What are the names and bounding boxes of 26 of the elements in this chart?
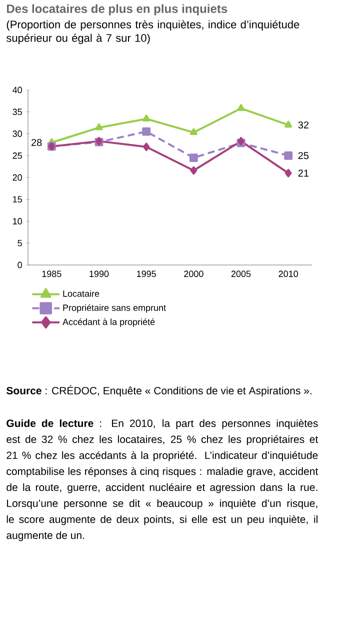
chart-subtitle: (Proportion de personnes très inquiètes, indice d’inquiétude supérieur ou égal à 7 sur 10) <box>6 20 300 44</box>
legend-label: Accédant à la propriété <box>62 318 155 327</box>
x-tick-label: 2010 <box>278 270 298 278</box>
y-tick-label: 10 <box>13 218 22 224</box>
y-tick-label: 5 <box>18 240 22 246</box>
y-tick-label: 20 <box>12 174 22 181</box>
y-tick-label: 35 <box>12 108 22 116</box>
text: Source : CRÉDOC, Enquête « Conditions de vie et Aspirations ». <box>6 385 312 396</box>
x-tick-label: 2000 <box>184 270 204 278</box>
y-tick-label: 0 <box>18 262 22 268</box>
y-tick-label: 15 <box>13 196 22 203</box>
y-tick-label: 25 <box>12 152 22 159</box>
chart-title: Des locataires de plus en plus inquiets <box>7 4 228 16</box>
data-label: 25 <box>298 152 309 160</box>
x-tick-label: 1990 <box>90 270 109 278</box>
legend-label: Locataire <box>63 290 100 297</box>
y-tick-label: 40 <box>12 86 22 94</box>
data-label: 28 <box>32 138 42 146</box>
data-label: 32 <box>298 121 308 129</box>
legend-label: Propriétaire sans emprunt <box>63 304 166 313</box>
x-tick-label: 1985 <box>42 270 62 278</box>
y-tick-label: 30 <box>12 130 22 137</box>
x-tick-label: 1995 <box>137 270 156 278</box>
x-tick-label: 2005 <box>231 270 251 278</box>
text: Guide de lecture : En 2010, la part des personnes inquiètes est de 32 % chez les locataires, 25 % chez les propriétaires et 21 % chez les accédants à la propriété. L’indicateur d’inquiétude comptabilise les réponses à cinq risques : maladie grave, accident de la route, guerre, accident nucléaire et agression dans la rue. Lorsqu’une personne se dit « beaucoup » inquiète d’un risque, le score augmente de deux points, si elle est un peu inquiète, il augmente de un. <box>6 419 318 542</box>
data-label: 21 <box>298 170 309 177</box>
